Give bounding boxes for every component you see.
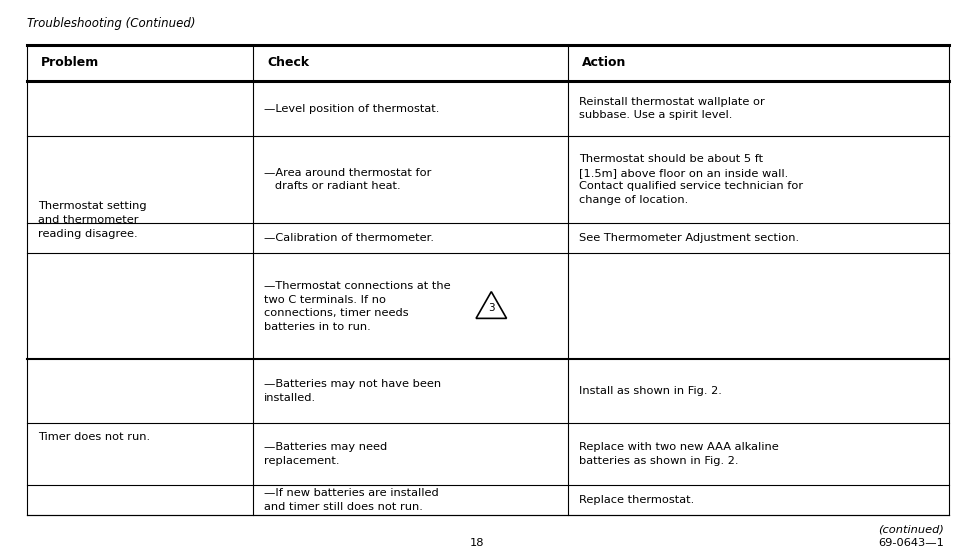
Text: —Batteries may need
replacement.: —Batteries may need replacement.: [264, 442, 387, 466]
Text: Install as shown in Fig. 2.: Install as shown in Fig. 2.: [578, 387, 721, 396]
Text: —If new batteries are installed
and timer still does not run.: —If new batteries are installed and time…: [264, 488, 438, 512]
Text: 69-0643—1: 69-0643—1: [878, 538, 943, 548]
Text: Thermostat setting
and thermometer
reading disagree.: Thermostat setting and thermometer readi…: [38, 201, 147, 239]
Text: (continued): (continued): [878, 524, 943, 534]
Text: —Batteries may not have been
installed.: —Batteries may not have been installed.: [264, 379, 441, 403]
Text: 3: 3: [488, 303, 494, 313]
Text: Replace thermostat.: Replace thermostat.: [578, 495, 694, 505]
Text: —Level position of thermostat.: —Level position of thermostat.: [264, 104, 439, 114]
Text: Check: Check: [267, 56, 309, 69]
Text: —Calibration of thermometer.: —Calibration of thermometer.: [264, 233, 434, 243]
Text: —Thermostat connections at the
two C terminals. If no
connections, timer needs
b: —Thermostat connections at the two C ter…: [264, 281, 451, 332]
Text: Replace with two new AAA alkaline
batteries as shown in Fig. 2.: Replace with two new AAA alkaline batter…: [578, 442, 778, 466]
Text: Reinstall thermostat wallplate or
subbase. Use a spirit level.: Reinstall thermostat wallplate or subbas…: [578, 97, 764, 120]
Text: Action: Action: [581, 56, 626, 69]
Text: —Area around thermostat for
   drafts or radiant heat.: —Area around thermostat for drafts or ra…: [264, 168, 431, 192]
Text: 18: 18: [469, 538, 484, 548]
Text: Timer does not run.: Timer does not run.: [38, 432, 151, 442]
Text: Troubleshooting (Continued): Troubleshooting (Continued): [27, 17, 195, 30]
Text: Problem: Problem: [41, 56, 99, 69]
Text: Thermostat should be about 5 ft
[1.5m] above floor on an inside wall.
Contact qu: Thermostat should be about 5 ft [1.5m] a…: [578, 154, 802, 205]
Text: See Thermometer Adjustment section.: See Thermometer Adjustment section.: [578, 233, 799, 243]
